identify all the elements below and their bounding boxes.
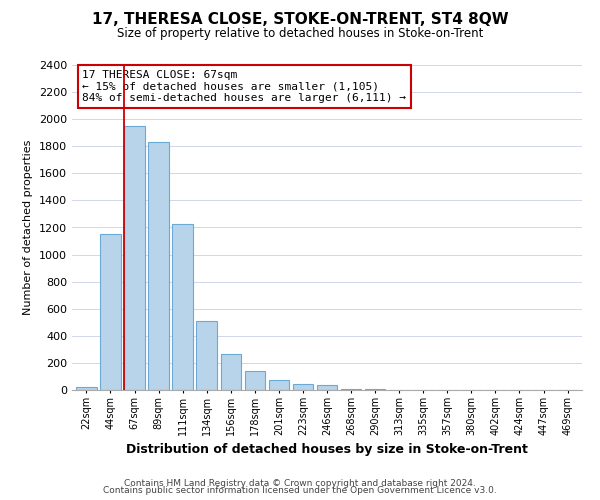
Bar — [124, 126, 145, 390]
Bar — [245, 371, 265, 390]
Bar — [196, 321, 217, 390]
Text: Contains public sector information licensed under the Open Government Licence v3: Contains public sector information licen… — [103, 486, 497, 495]
Y-axis label: Number of detached properties: Number of detached properties — [23, 140, 34, 315]
Text: Size of property relative to detached houses in Stoke-on-Trent: Size of property relative to detached ho… — [117, 28, 483, 40]
Bar — [172, 224, 193, 390]
Text: 17 THERESA CLOSE: 67sqm
← 15% of detached houses are smaller (1,105)
84% of semi: 17 THERESA CLOSE: 67sqm ← 15% of detache… — [82, 70, 406, 103]
Text: 17, THERESA CLOSE, STOKE-ON-TRENT, ST4 8QW: 17, THERESA CLOSE, STOKE-ON-TRENT, ST4 8… — [92, 12, 508, 28]
X-axis label: Distribution of detached houses by size in Stoke-on-Trent: Distribution of detached houses by size … — [126, 444, 528, 456]
Bar — [293, 384, 313, 390]
Bar — [148, 142, 169, 390]
Bar — [269, 380, 289, 390]
Bar — [221, 354, 241, 390]
Bar — [100, 234, 121, 390]
Bar — [317, 386, 337, 390]
Text: Contains HM Land Registry data © Crown copyright and database right 2024.: Contains HM Land Registry data © Crown c… — [124, 478, 476, 488]
Bar — [76, 386, 97, 390]
